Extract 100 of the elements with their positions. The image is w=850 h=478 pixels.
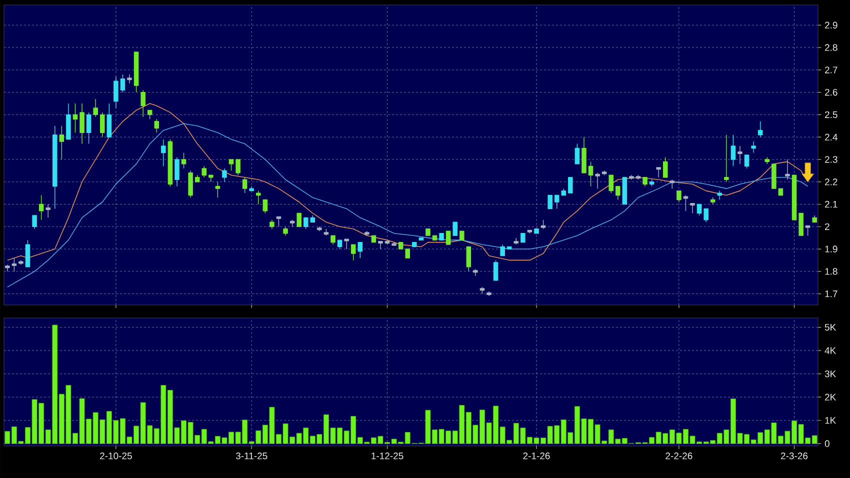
candlestick — [296, 212, 302, 227]
candlestick — [86, 112, 92, 144]
candlestick — [520, 232, 526, 243]
candlestick — [236, 159, 240, 176]
candlestick — [25, 240, 30, 268]
candlestick — [174, 156, 180, 187]
candlestick — [574, 143, 580, 164]
candlestick — [127, 74, 132, 84]
y-tick-label: 2 — [825, 223, 830, 230]
x-tick-label: 2-2-26 — [666, 452, 692, 460]
candlestick — [717, 190, 722, 200]
candlestick — [636, 174, 641, 180]
candlestick — [432, 235, 438, 240]
candlestick — [344, 238, 349, 250]
candlestick — [242, 177, 248, 194]
candlestick — [805, 225, 810, 236]
candlestick — [140, 90, 146, 118]
candlestick — [100, 112, 105, 138]
candlestick — [208, 174, 214, 182]
candlestick — [358, 242, 363, 258]
candlestick — [473, 268, 478, 276]
candlestick — [202, 166, 207, 178]
y-tick-label: 2.2 — [825, 178, 838, 186]
candlestick — [506, 246, 512, 250]
candlestick — [12, 258, 17, 272]
candlestick — [330, 235, 336, 245]
candlestick — [337, 240, 342, 250]
candlestick — [114, 76, 118, 108]
candlestick — [744, 154, 750, 169]
candlestick — [418, 237, 424, 240]
candlestick — [608, 174, 614, 194]
candlestick — [412, 242, 417, 248]
x-tick-label: 2-1-26 — [523, 452, 550, 460]
candlestick — [80, 103, 84, 144]
candlestick — [649, 179, 654, 187]
y-tick-label: 1.8 — [825, 268, 838, 275]
candlestick — [72, 103, 78, 133]
candlestick — [534, 228, 539, 234]
candlestick — [704, 208, 708, 223]
candlestick — [283, 226, 288, 236]
candlestick — [548, 194, 552, 210]
candlestick — [561, 188, 566, 196]
candlestick — [398, 242, 404, 250]
candlestick — [290, 220, 295, 227]
candlestick — [405, 248, 410, 258]
candlestick — [540, 220, 546, 230]
y-tick-label: 2K — [825, 394, 836, 400]
candlestick — [222, 168, 227, 182]
candlestick — [527, 230, 532, 234]
candlestick — [662, 156, 668, 178]
candlestick — [751, 141, 756, 154]
candlestick — [778, 188, 784, 196]
candlestick — [480, 286, 485, 294]
candlestick — [215, 182, 220, 198]
candlestick — [317, 226, 322, 232]
candlestick — [32, 215, 37, 230]
y-tick-label: 0 — [824, 440, 830, 448]
candlestick — [730, 134, 736, 167]
candlestick — [500, 244, 505, 256]
candlestick — [683, 194, 688, 212]
candlestick — [812, 215, 817, 223]
candlestick — [724, 134, 729, 182]
candlestick — [426, 228, 430, 236]
candlestick — [710, 197, 716, 205]
candlestick — [106, 103, 112, 138]
candlestick — [595, 172, 600, 189]
candlestick — [764, 156, 770, 164]
y-tick-label: 1.9 — [825, 246, 838, 252]
candlestick — [120, 74, 126, 93]
x-tick-label: 2-10-25 — [100, 452, 132, 460]
candlestick — [690, 202, 695, 214]
candlestick — [18, 260, 24, 266]
candlestick — [324, 228, 329, 236]
candlestick — [52, 126, 58, 210]
candlestick — [582, 136, 586, 174]
candlestick — [798, 212, 804, 236]
y-tick-label: 3K — [824, 370, 836, 378]
y-tick-label: 2.4 — [825, 134, 838, 140]
y-tick-label: 2.1 — [825, 200, 838, 208]
candlestick — [629, 174, 634, 180]
candlestick — [270, 220, 274, 230]
candlestick — [371, 235, 376, 243]
candlestick — [276, 216, 282, 227]
candlestick — [466, 246, 472, 272]
candlestick — [616, 186, 620, 200]
x-tick-label: 2-3-26 — [781, 452, 808, 460]
candlestick — [5, 264, 10, 272]
candlestick — [514, 237, 519, 245]
y-tick-label: 2.8 — [825, 44, 838, 51]
candlestick — [378, 241, 383, 250]
candlestick — [350, 244, 356, 261]
y-tick-label: 1.7 — [825, 290, 838, 298]
candlestick — [93, 98, 98, 118]
candlestick — [486, 291, 492, 296]
y-tick-label: 5K — [824, 324, 836, 331]
candlestick — [772, 164, 776, 189]
candlestick — [460, 230, 464, 240]
candlestick — [59, 126, 64, 160]
y-tick-label: 2.7 — [825, 66, 838, 74]
y-tick-label: 4K — [824, 347, 836, 354]
